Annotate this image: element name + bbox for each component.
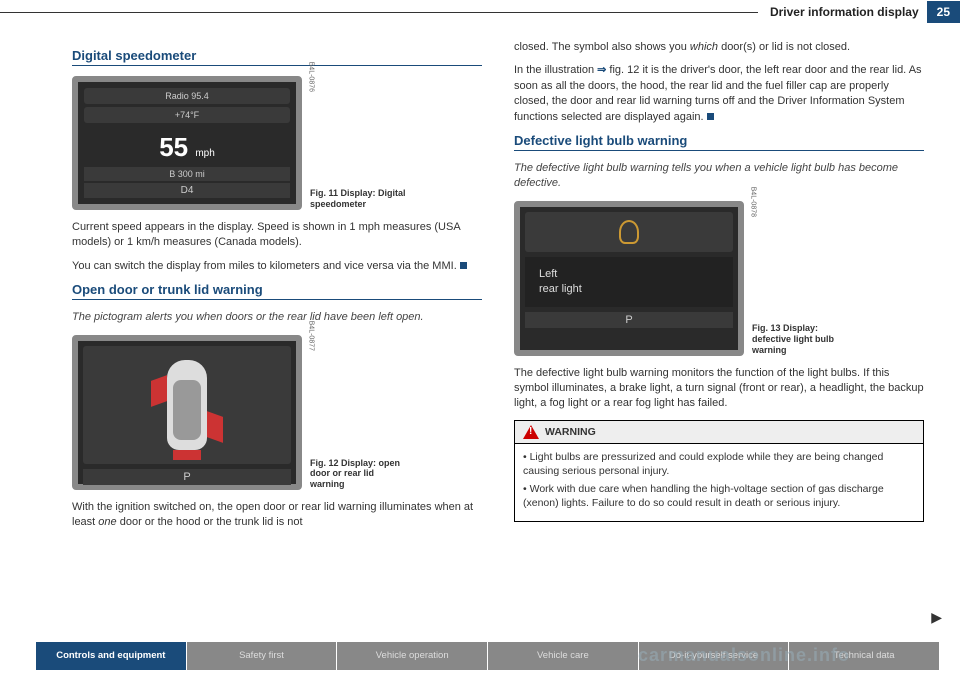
speed-value: 55: [159, 132, 188, 162]
speedometer-para1: Current speed appears in the display. Sp…: [72, 220, 482, 251]
warning-body: • Light bulbs are pressurized and could …: [515, 444, 923, 521]
watermark: carmanualsonline.info: [638, 645, 850, 666]
open-door-para-b: door or the hood or the trunk lid is not: [117, 516, 303, 528]
park-indicator: P: [525, 312, 733, 328]
footer-tab-controls[interactable]: Controls and equipment: [36, 642, 187, 670]
speed-unit: mph: [195, 148, 214, 159]
temp-line: +74°F: [84, 107, 290, 123]
continue-arrow-icon: ▶: [931, 609, 942, 626]
door-open-right-icon: [207, 411, 223, 443]
speed-readout: 55 mph: [84, 126, 290, 163]
figure-13: B4L-0878 Left rear light P Fig. 13 Displ…: [514, 201, 924, 356]
figure-12: B4L-0877 P Fig. 12 Display: open door or…: [72, 335, 482, 490]
bulb-warning-display: B4L-0878 Left rear light P: [514, 201, 744, 356]
left-column: Digital speedometer B4L-0876 Radio 95.4 …: [72, 40, 482, 539]
end-marker-icon: [460, 262, 467, 269]
footer-tab-care[interactable]: Vehicle care: [488, 642, 639, 670]
footer-tab-safety[interactable]: Safety first: [187, 642, 338, 670]
cont1-em: which: [690, 41, 718, 53]
open-door-para: With the ignition switched on, the open …: [72, 500, 482, 531]
section-digital-speedometer: Digital speedometer: [72, 48, 482, 66]
speedometer-para2-text: You can switch the display from miles to…: [72, 260, 457, 272]
warning-bullet-2: • Work with due care when handling the h…: [523, 482, 915, 510]
cont1-b: door(s) or lid is not closed.: [718, 41, 850, 53]
header-title: Driver information display: [770, 5, 919, 19]
door-open-left-icon: [151, 375, 167, 407]
door-inner: [83, 346, 291, 464]
section-defective-bulb: Defective light bulb warning: [514, 133, 924, 151]
fig12-code: B4L-0877: [307, 321, 314, 351]
arrow-ref-icon: ⇒: [597, 64, 606, 76]
park-indicator: P: [83, 469, 291, 485]
fig11-caption: Fig. 11 Display: Digital speedometer: [310, 188, 410, 210]
warning-triangle-icon: [523, 425, 539, 439]
trunk-open-icon: [173, 450, 201, 460]
bulb-icon: [619, 220, 639, 244]
defective-bulb-para: The defective light bulb warning monitor…: [514, 366, 924, 412]
warning-title: WARNING: [545, 426, 596, 438]
bulb-text: Left rear light: [525, 257, 733, 307]
page-number: 25: [927, 1, 960, 23]
page-header: Driver information display 25: [0, 0, 960, 24]
speedometer-para2: You can switch the display from miles to…: [72, 259, 482, 274]
right-column: closed. The symbol also shows you which …: [514, 40, 924, 539]
speedometer-display: B4L-0876 Radio 95.4 +74°F 55 mph B 300 m…: [72, 76, 302, 210]
footer-tab-operation[interactable]: Vehicle operation: [337, 642, 488, 670]
car-top-icon: [167, 360, 207, 450]
gear-line: D4: [84, 183, 290, 198]
end-marker-icon: [707, 113, 714, 120]
cont-para1: closed. The symbol also shows you which …: [514, 40, 924, 55]
warning-box: WARNING • Light bulbs are pressurized an…: [514, 420, 924, 522]
warning-header: WARNING: [515, 421, 923, 444]
fig11-code: B4L-0876: [307, 62, 314, 92]
fig13-caption: Fig. 13 Display: defective light bulb wa…: [752, 323, 852, 355]
cont2-a: In the illustration: [514, 64, 597, 76]
fig13-code: B4L-0878: [749, 186, 756, 216]
warning-bullet-1: • Light bulbs are pressurized and could …: [523, 450, 915, 478]
door-warning-display: B4L-0877 P: [72, 335, 302, 490]
trip-line: B 300 mi: [84, 167, 290, 181]
open-door-para-em: one: [98, 516, 116, 528]
defective-bulb-intro: The defective light bulb warning tells y…: [514, 161, 924, 191]
content-area: Digital speedometer B4L-0876 Radio 95.4 …: [0, 24, 960, 539]
cont-para2: In the illustration ⇒ fig. 12 it is the …: [514, 63, 924, 125]
header-rule: [0, 12, 758, 13]
figure-11: B4L-0876 Radio 95.4 +74°F 55 mph B 300 m…: [72, 76, 482, 210]
fig12-caption: Fig. 12 Display: open door or rear lid w…: [310, 458, 410, 490]
radio-line: Radio 95.4: [84, 88, 290, 104]
bulb-top: [525, 212, 733, 252]
section-open-door: Open door or trunk lid warning: [72, 282, 482, 300]
cont1-a: closed. The symbol also shows you: [514, 41, 690, 53]
open-door-intro: The pictogram alerts you when doors or t…: [72, 310, 482, 325]
